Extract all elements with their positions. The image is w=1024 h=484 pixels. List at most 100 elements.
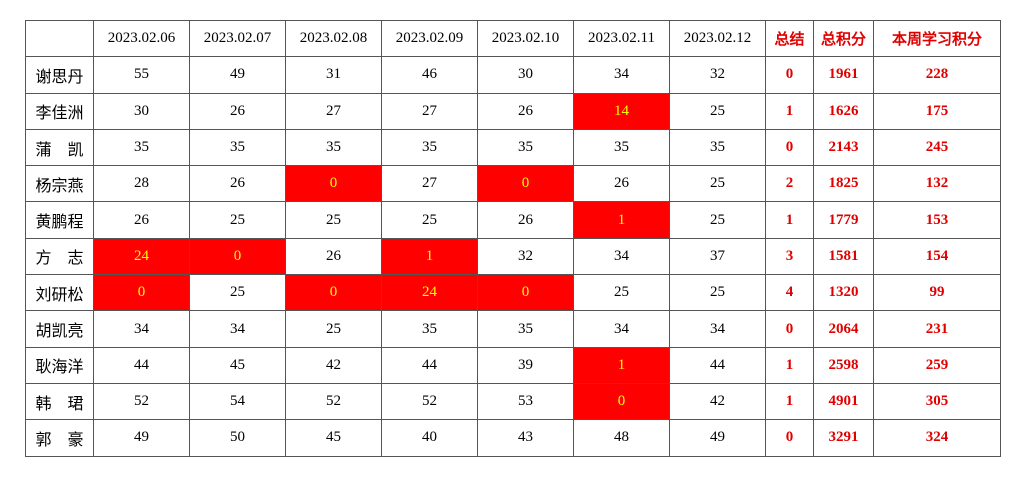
table-row: 郭 豪 49 50 45 40 43 48 49 0 3291 324 [25, 419, 1001, 457]
total-cell: 1825 [813, 165, 874, 203]
score-cell: 44 [93, 346, 190, 384]
score-cell: 34 [573, 56, 670, 94]
score-cell: 0 [285, 274, 382, 312]
name-cell: 刘研松 [25, 274, 94, 312]
score-cell: 35 [573, 128, 670, 167]
table-row: 蒲 凯 35 35 35 35 35 35 35 0 2143 245 [25, 128, 1001, 167]
score-cell: 0 [285, 165, 382, 203]
score-cell: 35 [669, 128, 766, 167]
score-cell: 26 [189, 165, 286, 203]
summary-cell: 0 [765, 56, 814, 94]
weekly-cell: 305 [873, 382, 1001, 421]
name-cell: 韩 珺 [25, 382, 94, 421]
score-cell: 24 [381, 274, 478, 312]
score-cell: 26 [573, 165, 670, 203]
score-cell: 44 [669, 346, 766, 384]
table-row: 耿海洋 44 45 42 44 39 1 44 1 2598 259 [25, 346, 1001, 384]
weekly-cell: 245 [873, 128, 1001, 167]
weekly-cell: 154 [873, 237, 1001, 276]
score-cell: 34 [189, 310, 286, 348]
score-cell: 49 [189, 56, 286, 94]
score-cell: 34 [669, 310, 766, 348]
table-row: 李佳洲 30 26 27 27 26 14 25 1 1626 175 [25, 92, 1001, 130]
score-cell: 52 [381, 382, 478, 421]
score-cell: 27 [381, 92, 478, 130]
column-header: 2023.02.11 [573, 19, 670, 58]
score-cell: 32 [669, 56, 766, 94]
score-cell: 25 [669, 92, 766, 130]
header-row: 2023.02.06 2023.02.07 2023.02.08 2023.02.09… [25, 19, 1001, 58]
score-cell: 30 [93, 92, 190, 130]
score-cell: 28 [93, 165, 190, 203]
total-cell: 3291 [813, 419, 874, 457]
name-cell: 李佳洲 [25, 92, 94, 130]
name-cell: 杨宗燕 [25, 165, 94, 203]
table-row: 杨宗燕 28 26 0 27 0 26 25 2 1825 132 [25, 165, 1001, 203]
column-header: 2023.02.08 [285, 19, 382, 58]
score-cell: 26 [93, 201, 190, 239]
weekly-cell: 259 [873, 346, 1001, 384]
column-header: 2023.02.06 [93, 19, 190, 58]
score-cell: 25 [669, 165, 766, 203]
name-cell: 胡凯亮 [25, 310, 94, 348]
score-cell: 26 [477, 92, 574, 130]
score-cell: 39 [477, 346, 574, 384]
total-cell: 1581 [813, 237, 874, 276]
score-cell: 45 [285, 419, 382, 457]
weekly-cell: 153 [873, 201, 1001, 239]
score-cell: 0 [477, 274, 574, 312]
total-cell: 1779 [813, 201, 874, 239]
score-cell: 25 [189, 274, 286, 312]
total-cell: 2598 [813, 346, 874, 384]
score-cell: 25 [381, 201, 478, 239]
score-cell: 25 [573, 274, 670, 312]
name-cell: 蒲 凯 [25, 128, 94, 167]
score-cell: 42 [285, 346, 382, 384]
total-cell: 4901 [813, 382, 874, 421]
column-header: 2023.02.07 [189, 19, 286, 58]
score-cell: 54 [189, 382, 286, 421]
score-cell: 0 [189, 237, 286, 276]
score-cell: 25 [669, 201, 766, 239]
corner-cell [25, 19, 94, 58]
weekly-cell: 99 [873, 274, 1001, 312]
score-cell: 35 [477, 310, 574, 348]
total-cell: 1961 [813, 56, 874, 94]
table-row: 韩 珺 52 54 52 52 53 0 42 1 4901 305 [25, 382, 1001, 421]
summary-cell: 0 [765, 419, 814, 457]
score-cell: 24 [93, 237, 190, 276]
score-cell: 25 [285, 201, 382, 239]
score-cell: 31 [285, 56, 382, 94]
score-cell: 0 [573, 382, 670, 421]
weekly-cell: 175 [873, 92, 1001, 130]
summary-cell: 1 [765, 92, 814, 130]
score-cell: 34 [573, 237, 670, 276]
table-row: 刘研松 0 25 0 24 0 25 25 4 1320 99 [25, 274, 1001, 312]
summary-cell: 4 [765, 274, 814, 312]
summary-cell: 1 [765, 382, 814, 421]
name-cell: 谢思丹 [25, 56, 94, 94]
weekly-cell: 324 [873, 419, 1001, 457]
table-row: 黄鹏程 26 25 25 25 26 1 25 1 1779 153 [25, 201, 1001, 239]
weekly-cell: 228 [873, 56, 1001, 94]
score-cell: 35 [189, 128, 286, 167]
score-cell: 42 [669, 382, 766, 421]
score-cell: 34 [573, 310, 670, 348]
score-cell: 25 [669, 274, 766, 312]
score-cell: 55 [93, 56, 190, 94]
score-cell: 52 [285, 382, 382, 421]
score-cell: 30 [477, 56, 574, 94]
score-cell: 14 [573, 92, 670, 130]
name-cell: 方 志 [25, 237, 94, 276]
column-header: 2023.02.12 [669, 19, 766, 58]
score-cell: 35 [477, 128, 574, 167]
score-cell: 49 [93, 419, 190, 457]
score-cell: 0 [477, 165, 574, 203]
score-cell: 43 [477, 419, 574, 457]
score-cell: 50 [189, 419, 286, 457]
score-cell: 27 [285, 92, 382, 130]
score-cell: 1 [573, 201, 670, 239]
score-cell: 53 [477, 382, 574, 421]
total-cell: 2143 [813, 128, 874, 167]
score-cell: 35 [93, 128, 190, 167]
